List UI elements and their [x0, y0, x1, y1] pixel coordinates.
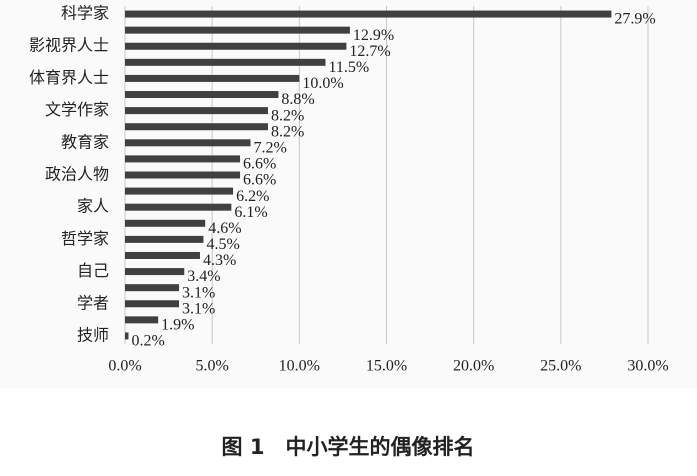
value-label: 7.2%	[254, 139, 287, 156]
value-label: 27.9%	[614, 11, 655, 28]
bar	[125, 235, 204, 243]
bar	[125, 284, 180, 292]
bar	[125, 251, 200, 259]
bar	[125, 155, 241, 163]
value-label: 4.6%	[208, 220, 241, 237]
bar	[125, 107, 268, 115]
bar	[125, 139, 251, 147]
value-label: 1.9%	[161, 317, 194, 334]
value-label: 6.6%	[243, 156, 276, 173]
y-tick-label: 家人	[77, 197, 109, 216]
bar	[125, 26, 350, 34]
y-tick-label: 教育家	[61, 132, 109, 151]
value-label: 3.4%	[187, 268, 220, 285]
value-label: 8.2%	[271, 107, 304, 124]
x-tick-label: 30.0%	[627, 358, 668, 375]
bar	[125, 10, 612, 18]
value-label: 6.1%	[234, 204, 267, 221]
bar	[125, 171, 241, 179]
bar	[125, 203, 232, 211]
value-label: 8.8%	[281, 91, 314, 108]
value-label: 4.5%	[206, 236, 239, 253]
bar	[125, 332, 129, 340]
x-tick-label: 15.0%	[366, 358, 407, 375]
bar	[125, 42, 347, 50]
x-tick-label: 0.0%	[108, 358, 141, 375]
chart-area	[0, 0, 697, 388]
caption: 图 1 中小学生的偶像排名	[222, 435, 475, 459]
value-label: 12.7%	[349, 43, 390, 60]
y-tick-label: 哲学家	[61, 229, 109, 248]
value-label: 4.3%	[203, 252, 236, 269]
y-tick-label: 文学作家	[45, 100, 109, 119]
x-tick-label: 20.0%	[453, 358, 494, 375]
y-tick-label: 技师	[77, 325, 109, 344]
x-tick-label: 10.0%	[279, 358, 320, 375]
value-label: 12.9%	[353, 27, 394, 44]
value-label: 0.2%	[131, 333, 164, 350]
bar	[125, 74, 300, 82]
value-label: 10.0%	[302, 75, 343, 92]
y-tick-label: 政治人物	[45, 165, 109, 184]
bar	[125, 187, 234, 195]
value-label: 3.1%	[182, 284, 215, 301]
bar	[125, 300, 180, 308]
value-label: 6.6%	[243, 172, 276, 189]
y-tick-label: 体育界人士	[29, 68, 109, 87]
x-tick-label: 25.0%	[540, 358, 581, 375]
y-tick-label: 影视界人士	[29, 36, 109, 55]
value-label: 8.2%	[271, 123, 304, 140]
bar	[125, 123, 268, 131]
bar	[125, 268, 185, 276]
bar	[125, 219, 206, 227]
y-tick-label: 科学家	[61, 4, 109, 23]
bar	[125, 316, 159, 324]
x-tick-label: 5.0%	[196, 358, 229, 375]
value-label: 6.2%	[236, 188, 269, 205]
value-label: 3.1%	[182, 300, 215, 317]
y-tick-label: 学者	[77, 293, 109, 312]
value-label: 11.5%	[328, 59, 369, 76]
bar	[125, 91, 279, 99]
y-tick-label: 自己	[77, 261, 109, 280]
bar	[125, 58, 326, 66]
